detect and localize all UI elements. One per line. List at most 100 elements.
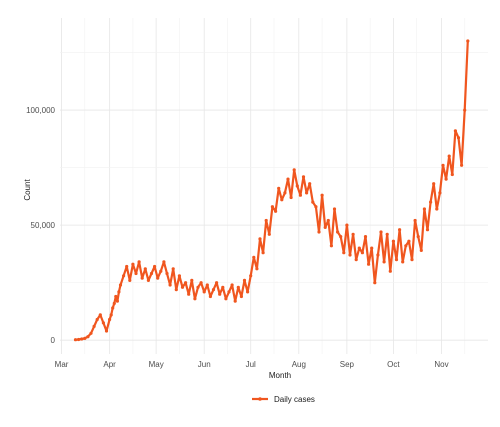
data-point (255, 267, 259, 271)
legend: Daily cases (252, 395, 315, 404)
data-point (314, 205, 318, 209)
data-point (348, 253, 352, 257)
data-point (332, 207, 337, 211)
data-point (460, 163, 464, 167)
data-point (289, 195, 293, 200)
data-point (336, 230, 340, 234)
data-point (320, 193, 324, 197)
data-point (444, 177, 448, 181)
data-point (111, 306, 115, 310)
data-point (388, 269, 392, 273)
data-point (112, 301, 116, 305)
data-point (305, 191, 309, 195)
x-tick-label: Oct (387, 360, 400, 369)
data-point (180, 285, 185, 289)
data-point (413, 218, 417, 223)
data-point (86, 335, 90, 339)
data-point (429, 200, 433, 204)
data-point (339, 235, 343, 239)
data-point (187, 292, 191, 296)
data-point (242, 278, 247, 282)
data-point (89, 331, 93, 335)
data-point (156, 276, 160, 280)
data-point (453, 129, 457, 133)
data-point (270, 205, 274, 209)
data-point (118, 283, 123, 287)
data-point (301, 175, 306, 179)
data-point (227, 290, 231, 294)
data-point (202, 290, 206, 294)
data-point (236, 285, 240, 289)
data-point (329, 244, 333, 248)
data-point (382, 260, 386, 264)
data-point (162, 260, 166, 264)
data-point (419, 248, 423, 252)
y-tick-label: 0 (51, 336, 56, 345)
data-point (376, 253, 380, 257)
data-point (345, 223, 349, 227)
data-point (190, 278, 194, 282)
data-point (438, 191, 442, 195)
data-point (128, 278, 132, 282)
data-point (441, 163, 445, 167)
data-point (323, 225, 327, 229)
data-point (367, 262, 371, 266)
data-point (410, 258, 414, 262)
data-point (149, 271, 154, 276)
data-point (311, 200, 315, 204)
data-point (221, 285, 225, 289)
data-point (401, 260, 405, 264)
data-point (114, 294, 118, 299)
data-point (109, 313, 113, 317)
data-point (146, 278, 150, 282)
data-point (357, 246, 361, 250)
data-point (196, 285, 200, 289)
data-point (267, 232, 271, 236)
series-line (74, 39, 469, 341)
data-point (373, 281, 377, 285)
data-point (432, 182, 436, 186)
data-point (425, 228, 430, 232)
data-point (404, 244, 408, 248)
data-point (193, 297, 197, 301)
data-point (122, 274, 126, 278)
data-point (435, 207, 439, 211)
data-point (165, 271, 169, 276)
data-point (274, 209, 278, 213)
legend-label: Daily cases (274, 395, 315, 404)
data-point (104, 329, 109, 333)
data-point (261, 251, 265, 255)
data-point (80, 337, 84, 341)
data-point (450, 172, 454, 177)
x-tick-label: Jun (198, 360, 211, 369)
data-point (140, 276, 144, 280)
data-point (211, 288, 216, 292)
data-point (422, 207, 426, 211)
data-point (317, 230, 321, 234)
data-point (215, 281, 219, 285)
data-point (466, 39, 470, 43)
data-point (92, 324, 96, 328)
data-point (101, 321, 105, 325)
data-point (205, 283, 209, 287)
data-point (280, 198, 284, 202)
data-point (252, 255, 256, 259)
data-point (208, 294, 212, 299)
data-point (230, 283, 234, 287)
data-point (239, 294, 243, 299)
data-point (264, 218, 268, 223)
data-point (98, 313, 102, 317)
data-point (168, 283, 172, 287)
data-point (360, 251, 364, 255)
data-point (159, 269, 163, 273)
data-point (295, 184, 299, 188)
data-point (283, 191, 287, 195)
data-point (326, 218, 330, 223)
x-axis-title: Month (269, 371, 291, 380)
data-point (177, 274, 181, 278)
y-axis-ticks: 0 50,000 100,000 (26, 106, 55, 345)
data-point (233, 299, 237, 303)
series-layer (73, 39, 470, 342)
x-tick-label: Apr (103, 360, 116, 369)
